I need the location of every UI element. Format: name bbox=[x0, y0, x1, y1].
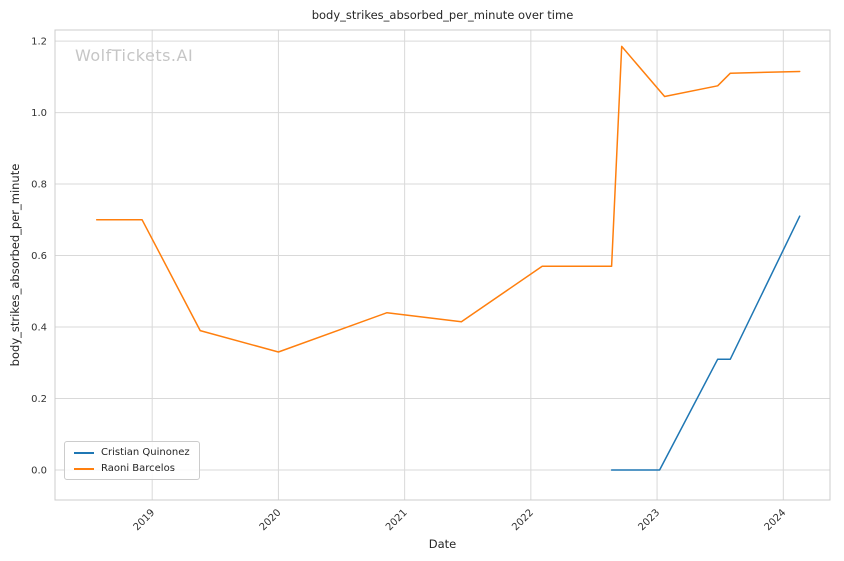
legend-line-swatch bbox=[74, 451, 94, 454]
legend-line-swatch bbox=[74, 467, 94, 470]
legend-item-cristian-quinonez: Cristian Quinonez bbox=[74, 447, 190, 458]
y-tick-label: 1.2 bbox=[31, 37, 47, 48]
legend: Cristian Quinonez Raoni Barcelos bbox=[64, 441, 200, 480]
x-axis-label: Date bbox=[428, 537, 457, 551]
x-tick-label: 2022 bbox=[510, 507, 536, 533]
y-tick-label: 0.6 bbox=[31, 251, 47, 262]
series-line-cristian-quinonez bbox=[610, 215, 801, 471]
y-tick-label: 0.8 bbox=[31, 180, 47, 191]
series-line-raoni-barcelos bbox=[95, 45, 801, 353]
y-tick-label: 0.4 bbox=[31, 323, 47, 334]
x-tick-label: 2021 bbox=[384, 507, 410, 533]
y-tick-label: 1.0 bbox=[31, 108, 47, 119]
chart-title: body_strikes_absorbed_per_minute over ti… bbox=[311, 8, 574, 22]
legend-item-raoni-barcelos: Raoni Barcelos bbox=[74, 463, 190, 474]
y-axis-label: body_strikes_absorbed_per_minute bbox=[8, 163, 22, 367]
x-tick-label: 2019 bbox=[132, 507, 158, 533]
x-tick-label: 2024 bbox=[763, 507, 789, 533]
y-tick-label: 0.2 bbox=[31, 394, 47, 405]
x-tick-label: 2020 bbox=[258, 507, 284, 533]
legend-label: Raoni Barcelos bbox=[101, 463, 175, 474]
y-tick-label: 0.0 bbox=[31, 465, 47, 476]
x-tick-label: 2023 bbox=[636, 507, 662, 533]
watermark: WolfTickets.AI bbox=[75, 46, 194, 65]
legend-label: Cristian Quinonez bbox=[101, 447, 190, 458]
plot-border bbox=[54, 29, 831, 501]
